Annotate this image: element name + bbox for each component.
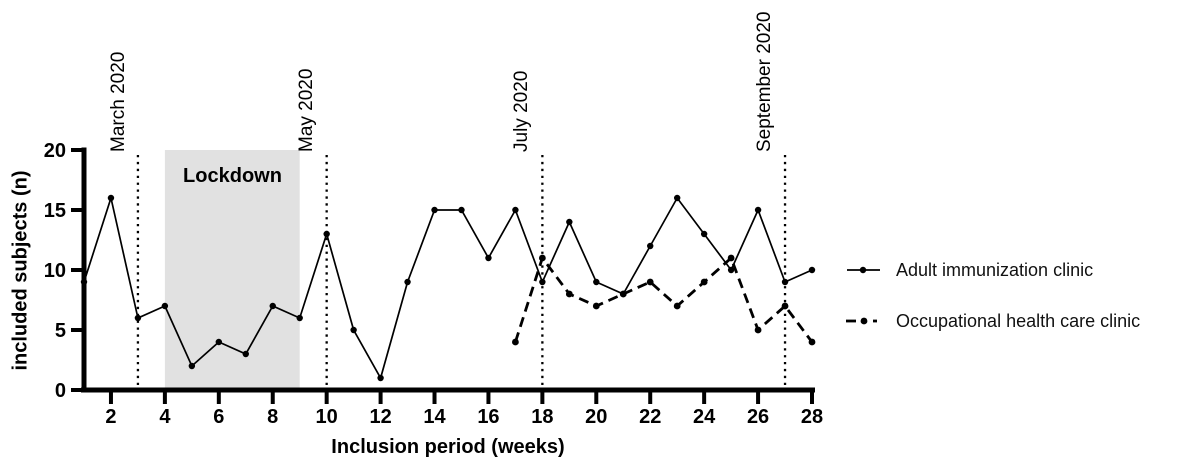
legend-entry-occupational: Occupational health care clinic: [846, 309, 1140, 333]
y-tick-label: 20: [44, 140, 66, 162]
x-tick-label: 24: [693, 406, 716, 428]
data-point: [134, 314, 142, 322]
data-point: [781, 302, 789, 310]
solid-line-marker-icon: [847, 266, 880, 274]
data-point: [161, 302, 169, 310]
data-point: [808, 266, 816, 274]
data-point: [700, 230, 708, 238]
data-point: [673, 194, 681, 202]
data-point: [619, 290, 627, 298]
x-tick-label: 12: [369, 406, 391, 428]
data-point: [808, 338, 816, 346]
data-point: [188, 362, 196, 370]
data-point: [593, 278, 600, 286]
data-point: [647, 242, 654, 250]
data-point: [458, 206, 465, 214]
data-point: [215, 338, 223, 346]
dashed-line-marker-icon: [846, 317, 877, 325]
data-point: [323, 230, 330, 238]
legend-label-adult: Adult immunization clinic: [896, 259, 1094, 280]
y-tick-label: 15: [44, 200, 66, 222]
x-tick-label: 20: [585, 406, 607, 428]
data-point: [512, 338, 519, 346]
x-tick-label: 18: [531, 406, 553, 428]
y-tick-label: 0: [55, 380, 66, 402]
x-tick-label: 14: [423, 406, 446, 428]
y-axis-title: included subjects (n): [6, 150, 36, 390]
legend: Adult immunization clinic Occupational h…: [846, 258, 1140, 360]
x-tick-label: 8: [267, 406, 278, 428]
y-axis-title-text: included subjects (n): [9, 169, 32, 371]
data-point: [700, 278, 708, 286]
x-axis-title: Inclusion period (weeks): [331, 436, 565, 458]
x-tick-label: 10: [316, 406, 338, 428]
x-tick-label: 28: [801, 406, 823, 428]
data-point: [296, 314, 303, 322]
data-point: [269, 302, 276, 310]
x-tick-label: 6: [213, 406, 224, 428]
vline-label-may-2020: May 2020: [296, 68, 317, 152]
x-tick-label: 16: [477, 406, 499, 428]
x-tick-label: 26: [747, 406, 769, 428]
data-point: [727, 254, 735, 262]
x-tick-label: 2: [105, 406, 116, 428]
data-point: [377, 374, 384, 382]
vline-label-march-2020: March 2020: [108, 51, 129, 152]
legend-entry-adult: Adult immunization clinic: [846, 258, 1140, 282]
solid-series-line: [83, 194, 813, 381]
data-point: [404, 278, 411, 286]
data-point: [673, 302, 681, 310]
data-point: [754, 206, 762, 214]
data-point: [512, 206, 519, 214]
dashed-series-line: [514, 254, 814, 343]
data-point: [350, 326, 357, 334]
x-tick-label: 4: [159, 406, 171, 428]
y-tick-label: 5: [55, 320, 66, 342]
data-point: [566, 218, 573, 226]
data-point: [107, 194, 115, 202]
data-point: [646, 278, 654, 286]
vline-label-september-2020: September 2020: [754, 11, 775, 153]
data-point: [727, 266, 735, 274]
lockdown-region: [164, 150, 300, 390]
data-point: [539, 278, 546, 286]
data-point: [242, 350, 249, 358]
y-tick-label: 10: [44, 260, 66, 282]
data-point: [485, 254, 492, 262]
data-point: [538, 254, 546, 262]
series-occupational-health-care-clinic: [512, 254, 816, 346]
data-point: [754, 326, 762, 334]
lockdown-label: Lockdown: [183, 165, 282, 187]
data-point: [80, 278, 88, 286]
vline-label-july-2020: July 2020: [511, 70, 532, 152]
data-point: [781, 278, 789, 286]
legend-label-occupational: Occupational health care clinic: [896, 310, 1141, 331]
data-point: [592, 302, 600, 310]
x-tick-label: 22: [639, 406, 661, 428]
data-point: [431, 206, 438, 214]
data-point: [565, 290, 573, 298]
